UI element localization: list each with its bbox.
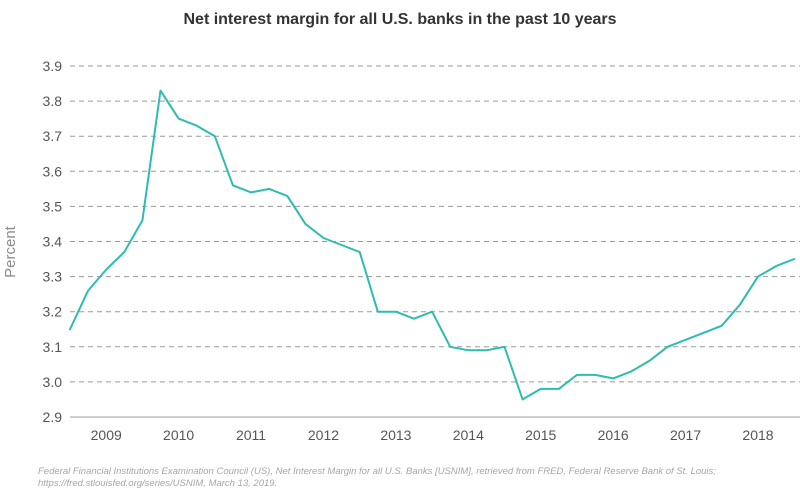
y-tick-label: 3.2: [43, 304, 63, 320]
y-tick-label: 3.1: [43, 339, 63, 355]
x-tick-label: 2018: [742, 427, 773, 443]
source-note: Federal Financial Institutions Examinati…: [38, 466, 778, 490]
x-tick-label: 2013: [380, 427, 411, 443]
x-tick-label: 2009: [91, 427, 122, 443]
x-tick-label: 2017: [670, 427, 701, 443]
y-tick-label: 3.0: [43, 374, 63, 390]
y-axis-tick-labels: 2.9 3.0 3.1 3.2 3.3 3.4 3.5 3.6 3.7 3.8 3.9: [43, 58, 63, 425]
x-tick-label: 2010: [163, 427, 194, 443]
source-line-1: Federal Financial Institutions Examinati…: [38, 466, 716, 477]
x-tick-label: 2012: [308, 427, 339, 443]
chart-title: Net interest margin for all U.S. banks i…: [183, 11, 616, 28]
y-tick-label: 3.3: [43, 269, 63, 285]
y-tick-label: 3.8: [43, 93, 63, 109]
x-tick-label: 2014: [453, 427, 484, 443]
x-tick-label: 2015: [525, 427, 556, 443]
y-tick-label: 2.9: [43, 409, 63, 425]
y-axis-label: Percent: [2, 225, 19, 278]
source-line-2: https://fred.stlouisfed.org/series/USNIM…: [38, 478, 278, 489]
y-tick-label: 3.4: [43, 234, 63, 250]
x-tick-label: 2016: [598, 427, 629, 443]
y-tick-label: 3.5: [43, 198, 63, 214]
y-tick-label: 3.6: [43, 163, 63, 179]
y-tick-label: 3.9: [43, 58, 63, 74]
series-line: [69, 89, 796, 401]
y-tick-label: 3.7: [43, 128, 63, 144]
y-gridlines: [70, 65, 800, 383]
x-tick-label: 2011: [236, 427, 266, 443]
series-group: [69, 89, 796, 401]
x-axis-tick-labels: 2009 2010 2011 2012 2013 2014 2015 2016 2017 2018: [91, 427, 774, 443]
